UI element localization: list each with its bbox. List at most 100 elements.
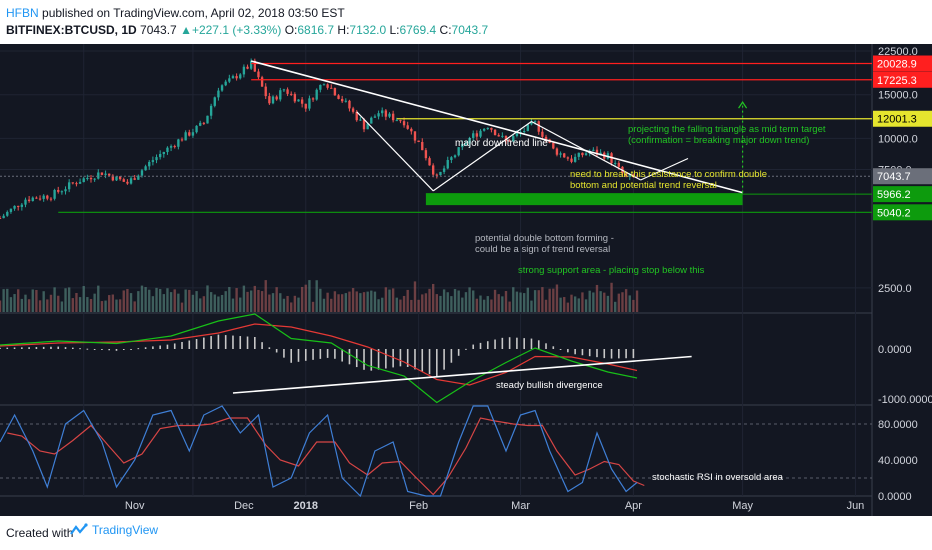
volume-bar <box>86 297 89 312</box>
price-label-tag <box>873 55 932 72</box>
candle-body <box>351 108 355 112</box>
candle-body <box>148 161 151 167</box>
candle-body <box>402 121 406 126</box>
volume-bar <box>512 287 515 312</box>
close-label: C: <box>439 23 452 37</box>
candle-body <box>533 121 537 123</box>
macd-histogram-bar <box>370 349 373 371</box>
low-value: 6769.4 <box>399 23 437 37</box>
volume-bar <box>6 288 9 312</box>
time-axis-tick-label: Jun <box>847 500 865 512</box>
volume-bar <box>199 298 202 312</box>
macd-histogram-bar <box>297 349 300 362</box>
volume-bar <box>351 288 355 312</box>
volume-bar <box>46 299 49 312</box>
volume-bar <box>97 285 100 312</box>
volume-bar <box>231 298 235 312</box>
volume-bar <box>588 290 591 312</box>
macd-histogram-bar <box>406 349 409 367</box>
volume-bar <box>78 297 82 312</box>
candle-body <box>464 143 468 145</box>
candle-body <box>53 189 56 199</box>
candle-body <box>439 171 442 176</box>
high-label: H: <box>337 23 350 37</box>
volume-bar <box>544 299 548 312</box>
candle-body <box>137 175 140 180</box>
candle-body <box>67 182 71 190</box>
macd-histogram-bar <box>596 349 598 358</box>
macd-histogram-bar <box>239 336 242 349</box>
chart-area[interactable]: 22500.015000.010000.07500.02500.020028.9… <box>0 44 932 516</box>
volume-bar <box>370 290 373 312</box>
macd-axis-tick-label: -1000.0000 <box>878 394 932 406</box>
volume-bar <box>279 293 282 312</box>
tradingview-link[interactable]: TradingView <box>70 522 158 537</box>
volume-bar <box>0 300 2 312</box>
volume-bar <box>246 291 249 312</box>
macd-histogram-bar <box>93 349 96 350</box>
volume-bar <box>213 294 216 312</box>
chart-annotation: steady bullish divergence <box>496 380 603 391</box>
candle-body <box>479 130 482 137</box>
price-label-tag <box>873 71 932 88</box>
volume-bar <box>635 290 639 312</box>
candle-body <box>169 146 173 148</box>
candle-body <box>340 98 344 102</box>
candle-body <box>530 122 533 125</box>
candle-body <box>209 105 213 116</box>
chart-annotation: could be a sign of trend reversal <box>475 244 610 255</box>
macd-signal-line <box>0 323 638 386</box>
candle-body <box>126 181 129 184</box>
chart-annotation: (confirmation = breaking major down tren… <box>628 135 809 146</box>
volume-bar <box>366 291 369 312</box>
chart-annotation: potential double bottom forming - <box>475 233 614 244</box>
volume-bar <box>264 280 267 312</box>
volume-bar <box>308 280 311 312</box>
macd-histogram-bar <box>450 349 453 363</box>
triangle-projection-line <box>531 120 641 181</box>
candle-body <box>526 124 530 132</box>
chart-canvas[interactable]: 22500.015000.010000.07500.02500.020028.9… <box>0 44 932 516</box>
macd-histogram-bar <box>581 349 584 356</box>
candle-body <box>614 162 617 164</box>
candle-body <box>450 157 453 161</box>
candle-body <box>446 160 449 169</box>
volume-bar <box>486 296 489 312</box>
price-label-tag <box>873 168 932 185</box>
volume-bar <box>268 294 271 312</box>
volume-bar <box>381 297 384 312</box>
macd-histogram-bar <box>28 347 30 349</box>
volume-bar <box>464 292 468 312</box>
candle-body <box>555 148 559 155</box>
candle-body <box>541 131 544 137</box>
volume-bar <box>555 284 559 312</box>
candle-body <box>584 153 588 156</box>
volume-bar <box>315 280 318 312</box>
volume-bar <box>391 288 395 312</box>
volume-bar <box>413 281 417 312</box>
candle-body <box>57 189 60 192</box>
price-label-tag <box>873 186 932 203</box>
macd-histogram-bar <box>363 349 365 370</box>
macd-histogram-bar <box>334 349 336 359</box>
candle-body <box>217 90 220 98</box>
candle-body <box>206 115 209 124</box>
volume-bar <box>355 291 358 312</box>
candle-body <box>391 113 395 121</box>
author-link[interactable]: HFBN <box>6 6 39 20</box>
volume-bar <box>552 288 555 312</box>
volume-bar <box>224 291 227 312</box>
volume-bar <box>362 292 366 312</box>
volume-bar <box>632 299 635 312</box>
macd-histogram-bar <box>625 349 627 359</box>
macd-histogram-bar <box>166 344 169 349</box>
candle-body <box>191 132 195 136</box>
volume-bar <box>206 285 209 312</box>
macd-histogram-bar <box>21 347 23 349</box>
volume-bar <box>137 291 140 312</box>
symbol-name[interactable]: BITFINEX:BTCUSD, 1D <box>6 23 137 37</box>
volume-bar <box>293 295 297 312</box>
candle-body <box>617 162 621 167</box>
volume-bar <box>526 287 530 312</box>
volume-bar <box>472 290 475 312</box>
